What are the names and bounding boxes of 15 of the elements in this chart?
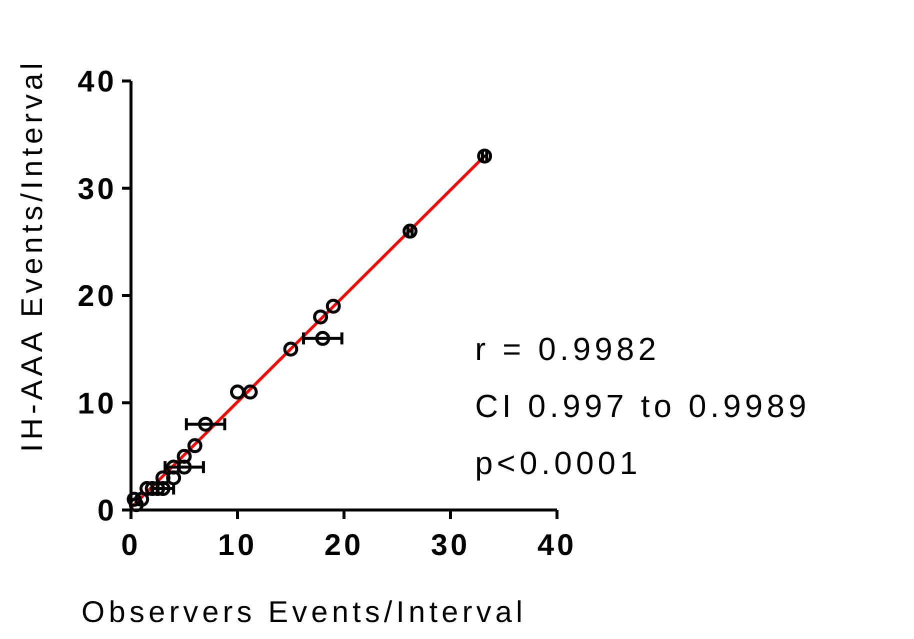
x-tick-label: 20 [324, 529, 364, 562]
x-tick-label: 10 [218, 529, 258, 562]
x-axis-title: Observers Events/Interval [81, 596, 527, 629]
x-tick-label: 30 [430, 529, 470, 562]
x-tick-label: 40 [537, 529, 577, 562]
y-tick-label: 20 [78, 280, 117, 313]
annotation: p<0.0001 [475, 445, 642, 481]
y-tick-label: 40 [78, 66, 117, 98]
x-tick-label: 0 [121, 529, 141, 562]
annotation: r = 0.9982 [475, 331, 660, 367]
y-tick-label: 30 [78, 172, 117, 206]
y-tick-label: 10 [78, 387, 117, 420]
annotation: CI 0.997 to 0.9989 [475, 388, 810, 424]
y-tick-label: 0 [97, 494, 117, 528]
y-axis-title: IH-AAA Events/Interval [16, 58, 49, 452]
